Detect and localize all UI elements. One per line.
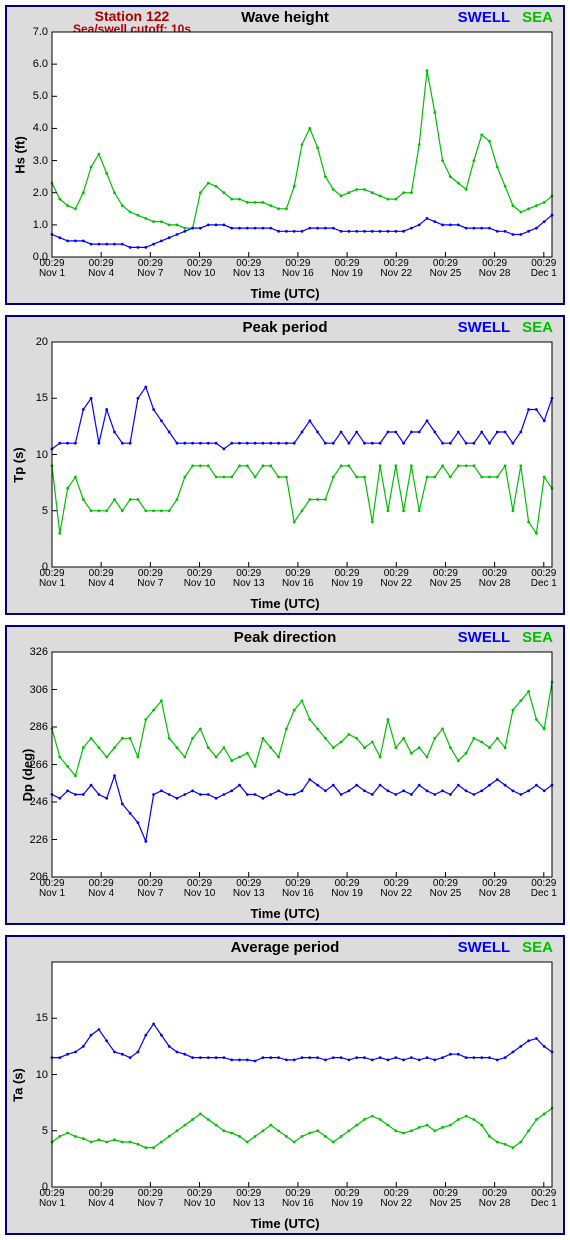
ylabel: Ta (s) <box>10 1068 25 1102</box>
xtick: 00:29Nov 7 <box>137 879 163 899</box>
chart-stack: { "station": { "name": "Station 122", "s… <box>0 0 570 1240</box>
axis-ticks <box>52 652 552 877</box>
xtick: 00:29Nov 28 <box>479 259 511 279</box>
xtick: 00:29Nov 10 <box>184 1189 216 1209</box>
ytick: 15 <box>36 1012 48 1024</box>
ytick: 4.0 <box>33 122 48 134</box>
legend-sea: SEA <box>522 319 553 336</box>
xtick: 00:29Nov 22 <box>380 569 412 589</box>
ylabel: Hs (ft) <box>12 136 27 174</box>
ytick: 2.0 <box>33 187 48 199</box>
ylabel: Dp (deg) <box>20 749 35 802</box>
xtick: 00:29Nov 13 <box>233 879 265 899</box>
xtick: 00:29Nov 28 <box>479 569 511 589</box>
panel-peak-period: Peak periodSWELLSEATp (s)Time (UTC)05101… <box>5 315 565 615</box>
axis-ticks <box>52 32 552 257</box>
plot-area: 0.01.02.03.04.05.06.07.000:29Nov 100:29N… <box>52 32 552 257</box>
axis-ticks <box>52 342 552 567</box>
xtick: 00:29Nov 1 <box>39 879 65 899</box>
legend-swell: SWELL <box>458 319 511 336</box>
xtick: 00:29Nov 1 <box>39 569 65 589</box>
legend: SWELL SEA <box>458 319 553 336</box>
legend: SWELL SEA <box>458 9 553 26</box>
ytick: 5.0 <box>33 90 48 102</box>
xtick: 00:29Dec 1 <box>531 879 557 899</box>
legend-swell: SWELL <box>458 939 511 956</box>
xtick: 00:29Nov 22 <box>380 1189 412 1209</box>
ytick: 306 <box>30 684 48 696</box>
ytick: 20 <box>36 336 48 348</box>
xtick: 00:29Nov 28 <box>479 1189 511 1209</box>
xlabel: Time (UTC) <box>7 906 563 921</box>
plot-area: 05101500:29Nov 100:29Nov 400:29Nov 700:2… <box>52 962 552 1187</box>
xtick: 00:29Nov 13 <box>233 569 265 589</box>
axis-ticks <box>52 962 552 1187</box>
legend-swell: SWELL <box>458 629 511 646</box>
plot-area: 20622624626628630632600:29Nov 100:29Nov … <box>52 652 552 877</box>
xtick: 00:29Nov 1 <box>39 259 65 279</box>
xtick: 00:29Nov 4 <box>88 569 114 589</box>
xtick: 00:29Nov 25 <box>430 1189 462 1209</box>
ytick: 326 <box>30 646 48 658</box>
ytick: 10 <box>36 1069 48 1081</box>
panel-average-period: Average periodSWELLSEATa (s)Time (UTC)05… <box>5 935 565 1235</box>
ytick: 5 <box>42 1125 48 1137</box>
xtick: 00:29Nov 19 <box>331 569 363 589</box>
xtick: 00:29Nov 13 <box>233 259 265 279</box>
xtick: 00:29Nov 10 <box>184 569 216 589</box>
xtick: 00:29Nov 4 <box>88 879 114 899</box>
ytick: 266 <box>30 759 48 771</box>
xtick: 00:29Nov 28 <box>479 879 511 899</box>
ylabel: Tp (s) <box>11 447 26 482</box>
ytick: 1.0 <box>33 219 48 231</box>
panel-peak-direction: Peak directionSWELLSEADp (deg)Time (UTC)… <box>5 625 565 925</box>
xtick: 00:29Nov 19 <box>331 1189 363 1209</box>
xtick: 00:29Nov 16 <box>282 879 314 899</box>
xtick: 00:29Nov 22 <box>380 879 412 899</box>
ytick: 5 <box>42 505 48 517</box>
xtick: 00:29Nov 25 <box>430 569 462 589</box>
xtick: 00:29Nov 16 <box>282 1189 314 1209</box>
legend-sea: SEA <box>522 9 553 26</box>
xtick: 00:29Nov 10 <box>184 259 216 279</box>
xlabel: Time (UTC) <box>7 286 563 301</box>
xtick: 00:29Nov 4 <box>88 259 114 279</box>
xtick: 00:29Dec 1 <box>531 569 557 589</box>
xtick: 00:29Nov 19 <box>331 259 363 279</box>
xtick: 00:29Nov 7 <box>137 259 163 279</box>
xtick: 00:29Nov 19 <box>331 879 363 899</box>
xlabel: Time (UTC) <box>7 596 563 611</box>
xtick: 00:29Nov 10 <box>184 879 216 899</box>
ytick: 7.0 <box>33 26 48 38</box>
legend-sea: SEA <box>522 629 553 646</box>
xtick: 00:29Nov 13 <box>233 1189 265 1209</box>
ytick: 226 <box>30 834 48 846</box>
xlabel: Time (UTC) <box>7 1216 563 1231</box>
xtick: 00:29Nov 16 <box>282 259 314 279</box>
legend: SWELL SEA <box>458 939 553 956</box>
xtick: 00:29Nov 1 <box>39 1189 65 1209</box>
ytick: 15 <box>36 392 48 404</box>
legend-swell: SWELL <box>458 9 511 26</box>
panel-wave-height: Wave heightSWELLSEAStation 122Sea/swell … <box>5 5 565 305</box>
xtick: 00:29Nov 7 <box>137 1189 163 1209</box>
xtick: 00:29Nov 25 <box>430 879 462 899</box>
xtick: 00:29Nov 22 <box>380 259 412 279</box>
legend: SWELL SEA <box>458 629 553 646</box>
ytick: 3.0 <box>33 155 48 167</box>
ytick: 6.0 <box>33 58 48 70</box>
ytick: 246 <box>30 796 48 808</box>
xtick: 00:29Nov 25 <box>430 259 462 279</box>
xtick: 00:29Nov 16 <box>282 569 314 589</box>
xtick: 00:29Dec 1 <box>531 259 557 279</box>
xtick: 00:29Nov 4 <box>88 1189 114 1209</box>
xtick: 00:29Dec 1 <box>531 1189 557 1209</box>
xtick: 00:29Nov 7 <box>137 569 163 589</box>
ytick: 10 <box>36 449 48 461</box>
ytick: 286 <box>30 721 48 733</box>
plot-area: 0510152000:29Nov 100:29Nov 400:29Nov 700… <box>52 342 552 567</box>
legend-sea: SEA <box>522 939 553 956</box>
